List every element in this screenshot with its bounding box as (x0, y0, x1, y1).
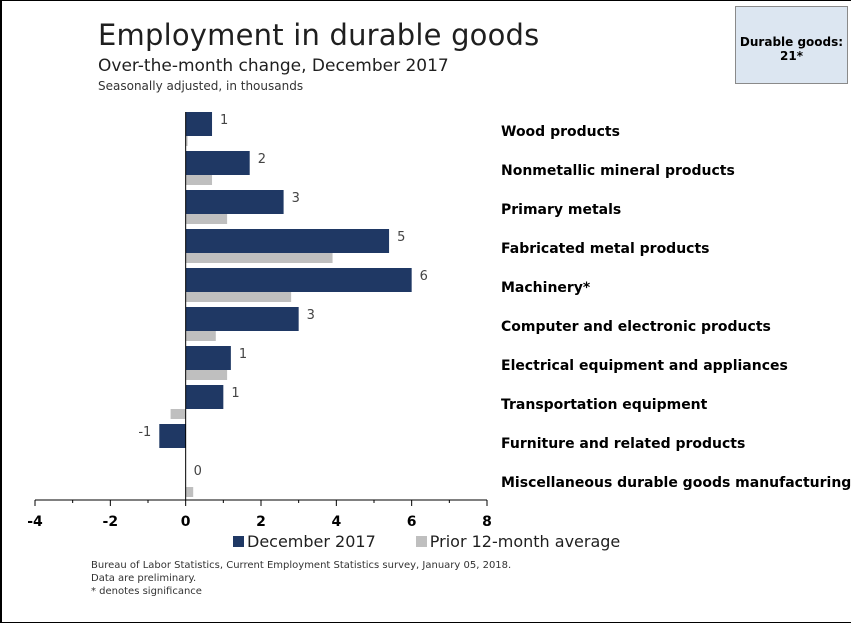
chart-units-note: Seasonally adjusted, in thousands (98, 79, 304, 93)
bar-december-6 (185, 346, 231, 370)
category-label-7: Transportation equipment (501, 397, 708, 413)
bar-prior-average-6 (185, 370, 228, 380)
source-note: Bureau of Labor Statistics, Current Empl… (91, 560, 512, 571)
callout-label: Durable goods: (739, 35, 844, 49)
category-label-4: Machinery* (501, 280, 591, 296)
data-label-0: 1 (220, 113, 228, 128)
bar-prior-average-4 (185, 292, 292, 302)
data-label-4: 6 (420, 269, 428, 284)
data-label-3: 5 (397, 230, 405, 245)
data-label-8: -1 (138, 425, 151, 440)
data-label-7: 1 (231, 386, 239, 401)
data-label-9: 0 (194, 464, 202, 479)
preliminary-note: Data are preliminary. (91, 573, 197, 584)
x-tick-label-0: -4 (27, 514, 43, 530)
legend-swatch-prior-average (415, 536, 427, 547)
category-label-8: Furniture and related products (501, 436, 745, 452)
bar-december-7 (185, 385, 224, 409)
chart-title: Employment in durable goods (98, 18, 540, 52)
legend-label-december: December 2017 (247, 532, 376, 551)
x-tick-label-3: 2 (256, 514, 266, 530)
durable-goods-callout: Durable goods: 21* (735, 6, 848, 84)
category-label-2: Primary metals (501, 202, 621, 218)
data-label-1: 2 (258, 152, 266, 167)
x-tick-label-6: 8 (482, 514, 492, 530)
bar-december-5 (185, 307, 299, 331)
bar-december-3 (185, 229, 390, 253)
chart-subtitle: Over-the-month change, December 2017 (98, 56, 449, 76)
bar-december-1 (185, 151, 250, 175)
data-label-2: 3 (292, 191, 300, 206)
bar-prior-average-7 (170, 409, 186, 419)
legend-swatch-december (233, 536, 244, 547)
category-label-0: Wood products (501, 124, 620, 140)
legend-item-prior-average: Prior 12-month average (415, 532, 621, 551)
x-tick-label-2: 0 (181, 514, 191, 530)
category-label-6: Electrical equipment and appliances (501, 358, 788, 374)
bar-prior-average-2 (185, 214, 228, 224)
bar-december-8 (159, 424, 186, 448)
significance-note: * denotes significance (91, 586, 202, 597)
legend-label-prior-average: Prior 12-month average (429, 532, 621, 551)
chart-legend: December 2017 Prior 12-month average (233, 532, 620, 551)
bar-prior-average-5 (185, 331, 216, 341)
category-label-3: Fabricated metal products (501, 241, 710, 257)
legend-item-december: December 2017 (233, 532, 376, 551)
category-label-9: Miscellaneous durable goods manufacturin… (501, 475, 851, 491)
bar-prior-average-9 (185, 487, 194, 497)
bar-december-2 (185, 190, 284, 214)
x-tick-label-5: 6 (407, 514, 417, 530)
data-label-6: 1 (239, 347, 247, 362)
category-label-5: Computer and electronic products (501, 319, 771, 335)
bar-december-4 (185, 268, 412, 292)
data-label-5: 3 (307, 308, 315, 323)
category-label-1: Nonmetallic mineral products (501, 163, 735, 179)
bar-prior-average-3 (185, 253, 333, 263)
chart-notes: Bureau of Labor Statistics, Current Empl… (91, 559, 511, 598)
callout-value: 21* (780, 49, 803, 63)
x-tick-label-4: 4 (331, 514, 341, 530)
bar-prior-average-1 (185, 175, 213, 185)
bar-prior-average-0 (185, 136, 188, 146)
bar-december-0 (185, 112, 213, 136)
x-tick-label-1: -2 (103, 514, 119, 530)
